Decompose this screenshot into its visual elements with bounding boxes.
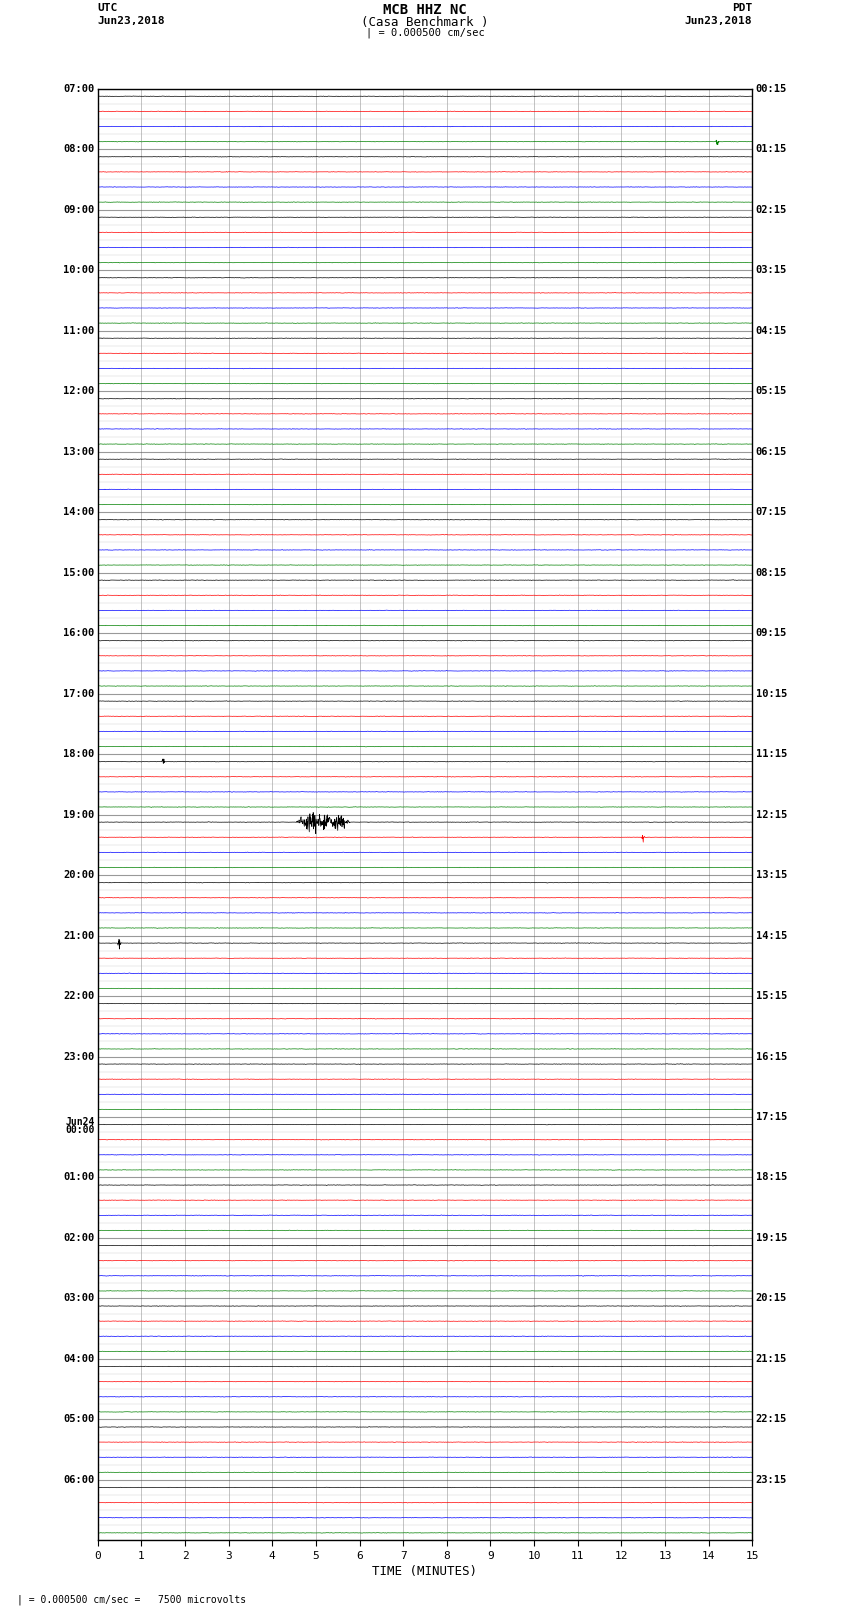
Text: 13:00: 13:00 [63, 447, 94, 456]
Text: 01:00: 01:00 [63, 1173, 94, 1182]
Text: 00:00: 00:00 [65, 1124, 94, 1134]
Text: 07:00: 07:00 [63, 84, 94, 94]
Text: 06:00: 06:00 [63, 1474, 94, 1486]
Text: 13:15: 13:15 [756, 869, 787, 881]
Text: 07:15: 07:15 [756, 506, 787, 518]
Text: 22:00: 22:00 [63, 990, 94, 1002]
Text: 12:00: 12:00 [63, 386, 94, 397]
Text: 04:15: 04:15 [756, 326, 787, 336]
Text: 17:15: 17:15 [756, 1111, 787, 1123]
Text: | = 0.000500 cm/sec =   7500 microvolts: | = 0.000500 cm/sec = 7500 microvolts [17, 1594, 246, 1605]
Text: 15:15: 15:15 [756, 990, 787, 1002]
Text: 10:15: 10:15 [756, 689, 787, 698]
Text: 02:15: 02:15 [756, 205, 787, 215]
X-axis label: TIME (MINUTES): TIME (MINUTES) [372, 1565, 478, 1578]
Text: (Casa Benchmark ): (Casa Benchmark ) [361, 16, 489, 29]
Text: 23:15: 23:15 [756, 1474, 787, 1486]
Text: 17:00: 17:00 [63, 689, 94, 698]
Text: 21:15: 21:15 [756, 1353, 787, 1365]
Text: Jun24: Jun24 [65, 1118, 94, 1127]
Text: PDT: PDT [732, 3, 752, 13]
Text: 14:00: 14:00 [63, 506, 94, 518]
Text: 09:00: 09:00 [63, 205, 94, 215]
Text: 08:15: 08:15 [756, 568, 787, 577]
Text: 10:00: 10:00 [63, 265, 94, 276]
Text: UTC: UTC [98, 3, 118, 13]
Text: 18:00: 18:00 [63, 748, 94, 760]
Text: 20:00: 20:00 [63, 869, 94, 881]
Text: 02:00: 02:00 [63, 1232, 94, 1244]
Text: 21:00: 21:00 [63, 931, 94, 940]
Text: 19:15: 19:15 [756, 1232, 787, 1244]
Text: 23:00: 23:00 [63, 1052, 94, 1061]
Text: 14:15: 14:15 [756, 931, 787, 940]
Text: 16:15: 16:15 [756, 1052, 787, 1061]
Text: MCB HHZ NC: MCB HHZ NC [383, 3, 467, 18]
Text: Jun23,2018: Jun23,2018 [98, 16, 165, 26]
Text: 11:00: 11:00 [63, 326, 94, 336]
Text: 05:00: 05:00 [63, 1415, 94, 1424]
Text: 18:15: 18:15 [756, 1173, 787, 1182]
Text: 08:00: 08:00 [63, 144, 94, 155]
Text: 19:00: 19:00 [63, 810, 94, 819]
Text: 09:15: 09:15 [756, 627, 787, 639]
Text: 03:00: 03:00 [63, 1294, 94, 1303]
Text: 15:00: 15:00 [63, 568, 94, 577]
Text: 05:15: 05:15 [756, 386, 787, 397]
Text: 00:15: 00:15 [756, 84, 787, 94]
Text: 22:15: 22:15 [756, 1415, 787, 1424]
Text: 01:15: 01:15 [756, 144, 787, 155]
Text: 06:15: 06:15 [756, 447, 787, 456]
Text: | = 0.000500 cm/sec: | = 0.000500 cm/sec [366, 27, 484, 39]
Text: Jun23,2018: Jun23,2018 [685, 16, 752, 26]
Text: 11:15: 11:15 [756, 748, 787, 760]
Text: 16:00: 16:00 [63, 627, 94, 639]
Text: 04:00: 04:00 [63, 1353, 94, 1365]
Text: 03:15: 03:15 [756, 265, 787, 276]
Text: 12:15: 12:15 [756, 810, 787, 819]
Text: 20:15: 20:15 [756, 1294, 787, 1303]
